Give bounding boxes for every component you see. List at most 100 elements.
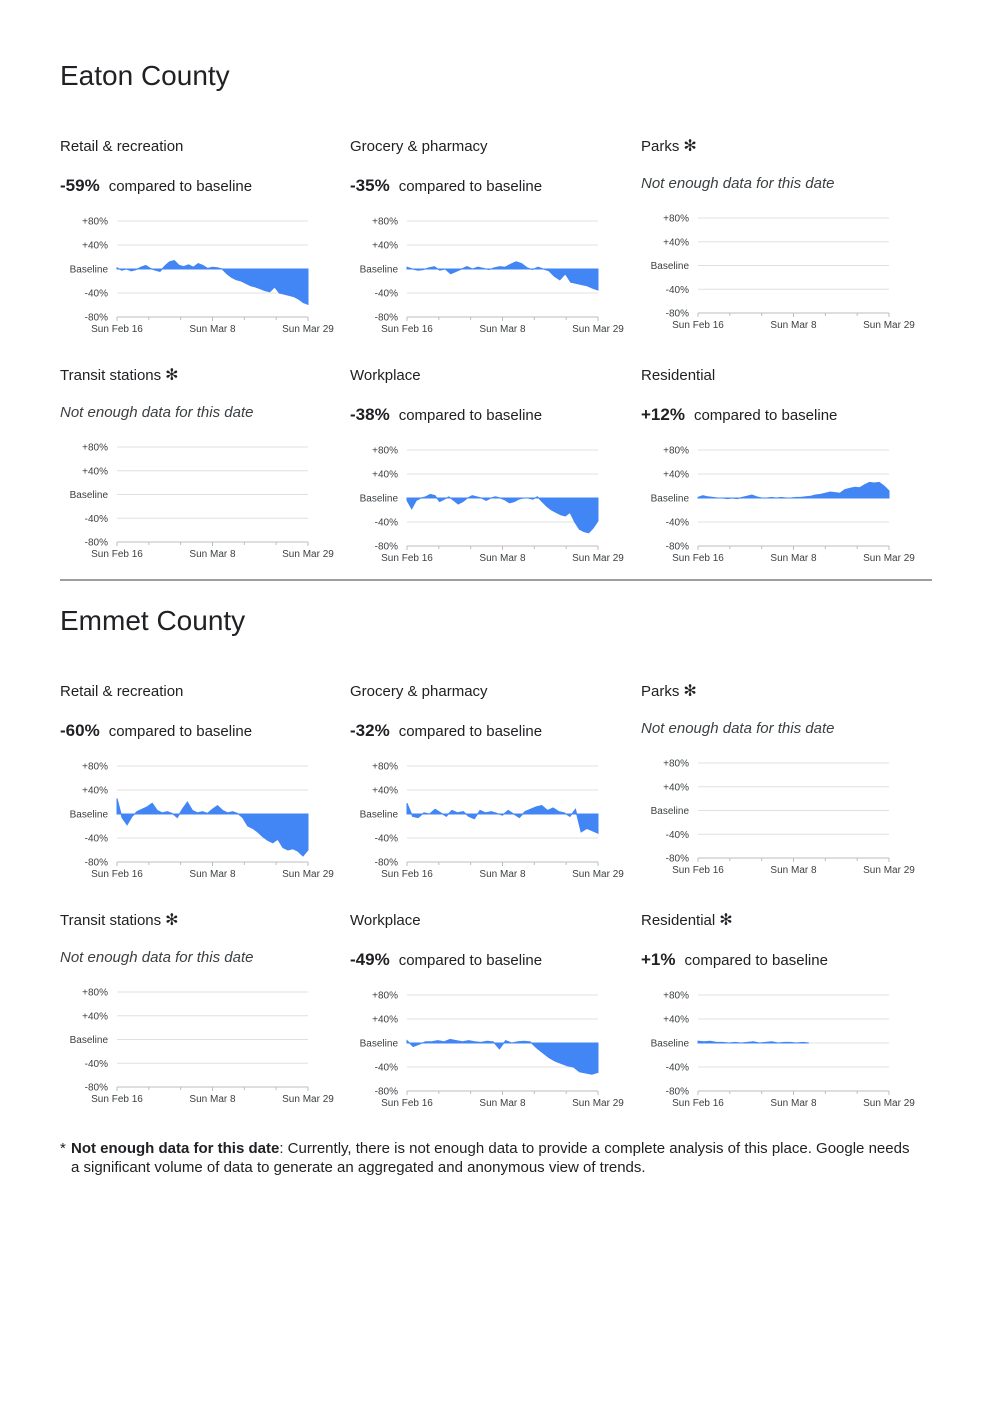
mobility-panel: Retail & recreation -59% compared to basel…: [60, 138, 350, 338]
mobility-panel: Transit stations ✻ Not enough data for thi…: [60, 367, 350, 567]
x-tick-label: Sun Feb 16: [672, 320, 724, 331]
y-tick-label: -40%: [85, 514, 108, 525]
mobility-chart: +80% +40% Baseline -40% -80%Sun Feb 16 Sun Ma…: [70, 217, 335, 336]
y-tick-label: +40%: [663, 237, 689, 248]
y-tick-label: +80%: [663, 214, 689, 225]
asterisk-icon: ✻: [165, 912, 179, 929]
x-tick-label: Sun Mar 29: [572, 553, 624, 564]
y-tick-label: +40%: [82, 241, 108, 252]
change-summary: -38% compared to baseline: [350, 405, 542, 425]
y-tick-label: -80%: [666, 542, 689, 553]
panel-title-label: Residential: [641, 912, 716, 929]
y-tick-label: +80%: [372, 446, 398, 457]
panel-title: Workplace: [350, 912, 421, 929]
x-tick-label: Sun Feb 16: [672, 865, 724, 876]
panel-title: Retail & recreation: [60, 138, 183, 155]
mobility-chart: +80% +40% Baseline -40% -80%Sun Feb 16 Sun Ma…: [70, 988, 335, 1106]
county-title-eaton: Eaton County: [60, 60, 230, 91]
y-tick-label: Baseline: [360, 1039, 399, 1050]
panel-title-label: Transit stations: [60, 367, 162, 384]
panel-title: Residential ✻: [641, 912, 733, 929]
panel-title-label: Workplace: [350, 367, 421, 384]
y-tick-label: -40%: [375, 1063, 398, 1074]
x-tick-label: Sun Mar 29: [282, 324, 334, 335]
x-tick-label: Sun Mar 8: [189, 869, 236, 880]
y-tick-label: +80%: [372, 217, 398, 228]
footnote-marker: *: [60, 1140, 66, 1157]
compared-label: compared to baseline: [693, 407, 838, 424]
asterisk-icon: ✻: [683, 683, 697, 700]
y-tick-label: Baseline: [651, 806, 690, 817]
x-tick-label: Sun Feb 16: [381, 1098, 433, 1109]
mobility-chart: +80% +40% Baseline -40% -80%Sun Feb 16 Sun Ma…: [360, 762, 625, 881]
x-tick-label: Sun Mar 8: [770, 320, 817, 331]
y-tick-label: -80%: [666, 854, 689, 865]
y-tick-label: -40%: [85, 289, 108, 300]
x-tick-label: Sun Mar 8: [479, 869, 526, 880]
compared-label: compared to baseline: [684, 952, 828, 969]
y-tick-label: +40%: [663, 1015, 689, 1026]
x-tick-label: Sun Mar 8: [770, 1098, 817, 1109]
mobility-panel: Retail & recreation -60% compared to basel…: [60, 683, 350, 883]
mobility-panel: Residential ✻ +1% compared to baseline +80% +…: [641, 912, 931, 1112]
panel-title-label: Workplace: [350, 912, 421, 929]
panel-title-label: Retail & recreation: [60, 138, 184, 155]
panel-title-label: Retail & recreation: [60, 683, 184, 700]
change-summary: +12% compared to baseline: [641, 405, 837, 425]
no-data-message: Not enough data for this date: [641, 720, 835, 737]
y-tick-label: -80%: [375, 858, 398, 869]
y-tick-label: Baseline: [360, 494, 399, 505]
x-tick-label: Sun Feb 16: [672, 553, 724, 564]
asterisk-icon: ✻: [165, 367, 179, 384]
footnote: * Not enough data for this date: Current…: [60, 1139, 910, 1177]
change-summary: -32% compared to baseline: [350, 721, 542, 741]
y-tick-label: +40%: [82, 786, 108, 797]
y-tick-label: -80%: [375, 1087, 398, 1098]
panel-title: Transit stations ✻: [60, 912, 179, 929]
panel-title-label: Parks: [641, 683, 680, 700]
x-tick-label: Sun Mar 29: [863, 865, 915, 876]
mobility-panel: Grocery & pharmacy -32% compared to baseli…: [350, 683, 640, 883]
mobility-panel: Grocery & pharmacy -35% compared to baseli…: [350, 138, 640, 338]
y-tick-label: +80%: [82, 988, 108, 999]
change-percent: -59%: [60, 176, 100, 195]
change-percent: -35%: [350, 176, 390, 195]
change-percent: -49%: [350, 950, 390, 969]
footnote-body: Not enough data for this date: Currently…: [71, 1139, 910, 1177]
x-tick-label: Sun Mar 29: [282, 549, 334, 560]
panel-title: Residential: [641, 367, 715, 384]
y-tick-label: +80%: [663, 446, 689, 457]
county-title-emmet: Emmet County: [60, 605, 246, 636]
no-data-message: Not enough data for this date: [60, 404, 254, 421]
y-tick-label: -40%: [85, 1059, 108, 1070]
compared-label: compared to baseline: [108, 178, 253, 195]
change-percent: +1%: [641, 950, 676, 969]
y-tick-label: -80%: [85, 1083, 108, 1094]
y-tick-label: -40%: [375, 834, 398, 845]
mobility-panel: Workplace -49% compared to baseline +80% +40…: [350, 912, 640, 1112]
y-tick-label: +40%: [372, 786, 398, 797]
y-tick-label: -40%: [375, 289, 398, 300]
y-tick-label: Baseline: [70, 1035, 109, 1046]
y-tick-label: -40%: [666, 285, 689, 296]
y-tick-label: +80%: [82, 443, 108, 454]
y-tick-label: Baseline: [70, 810, 109, 821]
mobility-panel: Residential +12% compared to baseline +80% +…: [641, 367, 931, 567]
y-tick-label: -80%: [85, 313, 108, 324]
y-tick-label: +80%: [663, 759, 689, 770]
change-summary: -35% compared to baseline: [350, 176, 542, 196]
y-tick-label: Baseline: [651, 1039, 690, 1050]
change-percent: -32%: [350, 721, 390, 740]
mobility-chart: +80% +40% Baseline -40% -80%Sun Feb 16 Sun Ma…: [360, 217, 625, 336]
change-summary: -60% compared to baseline: [60, 721, 252, 741]
y-tick-label: +40%: [372, 1015, 398, 1026]
change-percent: -60%: [60, 721, 100, 740]
change-summary: -59% compared to baseline: [60, 176, 252, 196]
y-tick-label: -80%: [666, 309, 689, 320]
mobility-area-series: [406, 493, 599, 534]
x-tick-label: Sun Feb 16: [91, 549, 143, 560]
mobility-chart: +80% +40% Baseline -40% -80%Sun Feb 16 Sun Ma…: [651, 214, 916, 332]
y-tick-label: -40%: [666, 518, 689, 529]
mobility-area-series: [697, 481, 890, 500]
x-tick-label: Sun Mar 29: [282, 1094, 334, 1105]
